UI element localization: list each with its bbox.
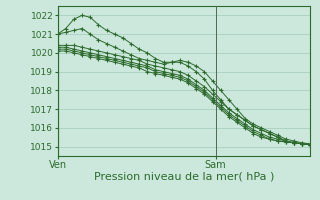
X-axis label: Pression niveau de la mer( hPa ): Pression niveau de la mer( hPa ) [94, 172, 274, 182]
